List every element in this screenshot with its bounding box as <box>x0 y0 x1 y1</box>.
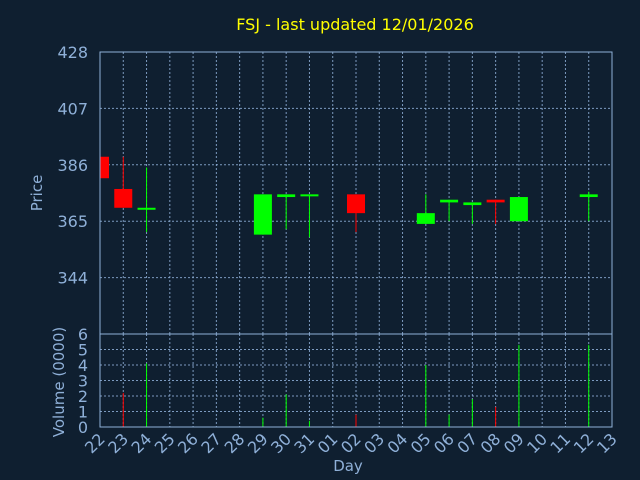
candle-body <box>253 194 272 235</box>
price-axis-label: Price <box>28 175 46 212</box>
price-tick-labels: 428 407 386 365 344 <box>57 43 88 288</box>
volume-axis-label: Volume (0000) <box>50 327 68 437</box>
volume-tick-label: 2 <box>78 387 88 406</box>
price-candles <box>99 156 598 238</box>
x-axis-label: Day <box>333 457 363 475</box>
candle-body <box>416 213 435 224</box>
candle-body <box>347 194 365 214</box>
price-tick-label: 344 <box>57 269 88 288</box>
volume-tick-label: 6 <box>78 325 88 344</box>
x-tick-label: 13 <box>593 429 621 457</box>
candle-body <box>463 202 482 206</box>
candle-body <box>137 207 156 210</box>
price-tick-label: 365 <box>57 212 88 231</box>
volume-tick-label: 0 <box>78 418 88 437</box>
price-tick-label: 407 <box>57 99 88 118</box>
candle-body <box>486 199 505 203</box>
volume-tick-label: 5 <box>78 341 88 360</box>
price-tick-label: 428 <box>57 43 88 62</box>
candle-body <box>300 194 319 197</box>
volume-tick-label: 1 <box>78 403 88 422</box>
volume-panel-frame <box>99 333 613 428</box>
candle-body <box>509 197 528 222</box>
volume-gridlines <box>100 334 612 427</box>
volume-tick-label: 4 <box>78 356 88 375</box>
price-gridlines <box>100 51 612 334</box>
volume-tick-label: 3 <box>78 372 88 391</box>
volume-bars <box>122 344 590 427</box>
price-tick-label: 386 <box>57 156 88 175</box>
candle-body <box>277 194 296 198</box>
candle-body <box>100 156 109 179</box>
candle-body <box>579 194 598 198</box>
candle-body <box>114 188 133 208</box>
candle-body <box>440 199 459 203</box>
x-tick-labels: 2223242526272829303101020304050607080910… <box>81 429 621 457</box>
chart-title: FSJ - last updated 12/01/2026 <box>236 15 474 34</box>
